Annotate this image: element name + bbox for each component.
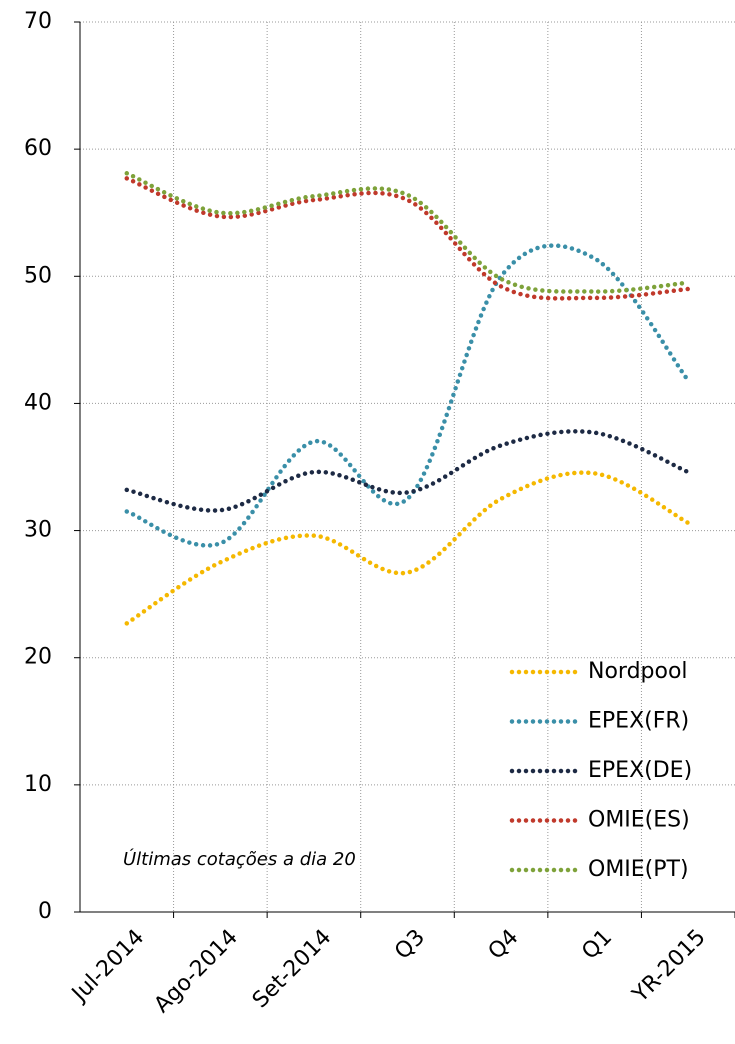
legend-label: EPEX(FR) <box>588 709 689 734</box>
legend-label: Nordpool <box>588 659 688 684</box>
y-tick-label: 0 <box>38 899 52 924</box>
legend-label: OMIE(PT) <box>588 857 689 882</box>
x-tick-label: Ago-2014 <box>150 925 243 1018</box>
y-tick-label: 20 <box>24 645 52 670</box>
series-line <box>124 171 691 294</box>
series-line <box>124 176 691 301</box>
legend-label: EPEX(DE) <box>588 758 692 783</box>
x-tick-label: Q4 <box>484 925 524 965</box>
series-line <box>124 429 691 513</box>
x-tick-label: YR-2015 <box>627 925 710 1008</box>
x-tick-label: Q3 <box>390 925 430 965</box>
x-tick-label: Q1 <box>577 925 617 965</box>
x-tick-label: Jul-2014 <box>66 925 149 1008</box>
y-tick-label: 70 <box>24 9 52 34</box>
y-tick-label: 10 <box>24 772 52 797</box>
series-line <box>124 470 691 626</box>
y-tick-label: 50 <box>24 263 52 288</box>
y-tick-label: 60 <box>24 136 52 161</box>
legend-label: OMIE(ES) <box>588 808 690 833</box>
x-tick-label: Set-2014 <box>248 925 336 1013</box>
y-tick-label: 30 <box>24 518 52 543</box>
series-line <box>124 243 691 548</box>
y-tick-label: 40 <box>24 390 52 415</box>
annotation: Últimas cotações a dia 20 <box>123 848 356 870</box>
